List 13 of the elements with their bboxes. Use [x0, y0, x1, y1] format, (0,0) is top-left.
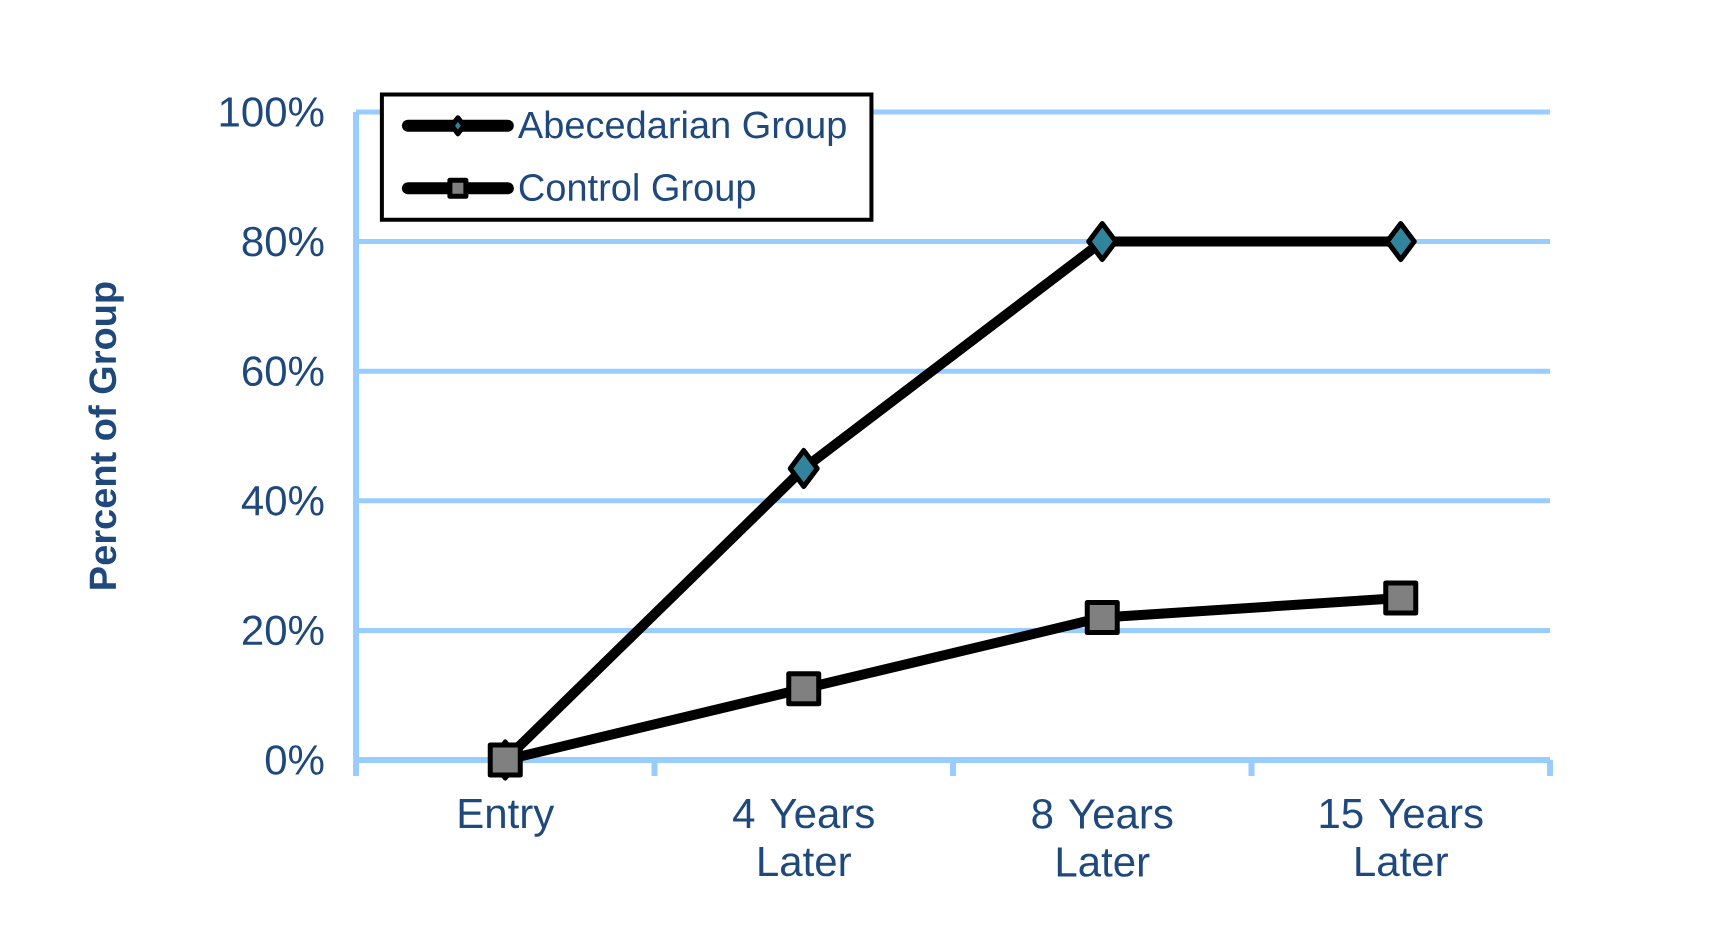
y-tick-label: 40% — [241, 485, 324, 516]
y-axis-title: Percent of Group — [88, 282, 124, 589]
y-tick-label: 0% — [265, 745, 324, 775]
x-tick-label: 4 Years Later — [733, 799, 874, 877]
y-tick-label: 100% — [220, 97, 324, 127]
legend-label: Abecedarian Group — [517, 110, 846, 146]
y-tick-label: 80% — [242, 226, 324, 257]
y-tick-label: 60% — [243, 356, 324, 387]
x-tick-label: 8 Years Later — [1032, 799, 1173, 877]
x-tick-label: 15 Years Later — [1320, 799, 1483, 877]
y-tick-label: 20% — [242, 615, 324, 646]
x-tick-label: Entry — [459, 799, 555, 837]
legend-label: Control Group — [519, 173, 755, 209]
